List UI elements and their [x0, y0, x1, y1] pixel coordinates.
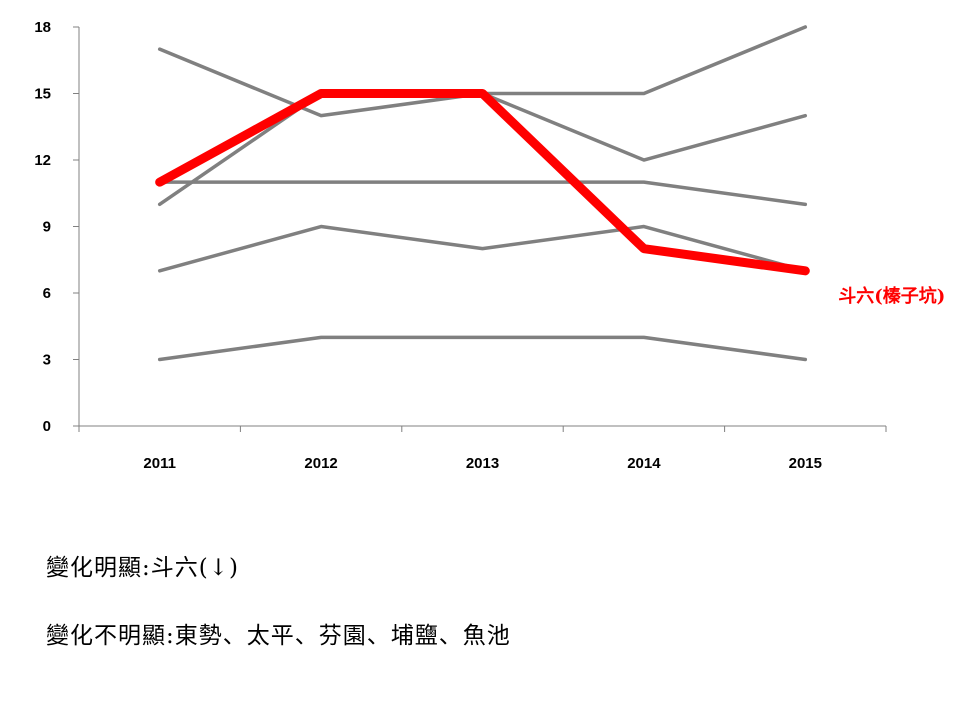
y-tick-label: 0	[43, 418, 51, 435]
y-tick-label: 12	[34, 152, 51, 169]
x-tick-label: 2015	[789, 455, 822, 472]
note-insignificant-change: 變化不明顯:東勢、太平、芬園、埔鹽、魚池	[46, 623, 511, 649]
y-tick-label: 6	[43, 285, 51, 302]
series-line	[157, 25, 808, 118]
highlight-series-line	[155, 89, 810, 276]
x-tick-label: 2013	[466, 455, 499, 472]
y-tick-label: 18	[34, 19, 51, 36]
series-label: 斗六(榛子坑)	[838, 285, 945, 307]
x-tick-label: 2012	[304, 455, 337, 472]
series-line	[157, 180, 808, 207]
note-significant-change: 變化明顯:斗六(↓)	[46, 555, 239, 581]
chart-axes	[78, 27, 886, 427]
x-tick-label: 2011	[143, 455, 176, 472]
line-chart: 0 3 6 9 12 15 18 2011 2012 2013 2014 2015 斗六(榛子坑)	[34, 19, 945, 472]
y-tick-label: 3	[43, 352, 51, 369]
series-lines	[155, 25, 810, 362]
x-tick-label: 2014	[627, 455, 661, 472]
series-line	[157, 335, 808, 362]
x-axis-ticks: 2011 2012 2013 2014 2015	[78, 426, 887, 472]
y-tick-label: 15	[34, 86, 51, 103]
series-line	[157, 224, 808, 273]
y-axis-ticks: 0 3 6 9 12 15 18	[34, 19, 79, 435]
series-line	[157, 91, 808, 207]
series-annotations: 斗六(榛子坑)	[838, 285, 945, 307]
y-tick-label: 9	[43, 219, 51, 236]
